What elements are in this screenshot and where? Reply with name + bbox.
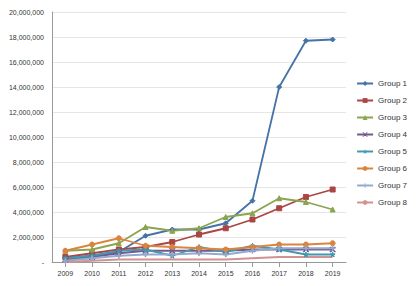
svg-text:Group 3: Group 3 <box>378 113 407 122</box>
svg-text:2015: 2015 <box>218 270 234 277</box>
svg-text:20,000,000: 20,000,000 <box>9 9 44 16</box>
svg-text:Group 4: Group 4 <box>378 130 407 139</box>
svg-text:Group 8: Group 8 <box>378 198 407 207</box>
svg-text:14,000,000: 14,000,000 <box>9 84 44 91</box>
svg-text:18,000,000: 18,000,000 <box>9 34 44 41</box>
svg-text:2011: 2011 <box>111 270 126 277</box>
svg-text:8,000,000: 8,000,000 <box>13 159 44 166</box>
svg-text:10,000,000: 10,000,000 <box>9 134 44 141</box>
svg-text:6,000,000: 6,000,000 <box>13 184 44 191</box>
svg-text:2014: 2014 <box>191 270 207 277</box>
svg-text:2009: 2009 <box>58 270 74 277</box>
svg-text:2018: 2018 <box>298 270 314 277</box>
svg-text:Group 7: Group 7 <box>378 181 407 190</box>
svg-text:2016: 2016 <box>245 270 261 277</box>
svg-text:Group 5: Group 5 <box>378 147 407 156</box>
svg-text:-: - <box>42 259 45 266</box>
svg-text:Group 1: Group 1 <box>378 79 407 88</box>
svg-text:2,000,000: 2,000,000 <box>13 234 44 241</box>
svg-text:2012: 2012 <box>138 270 154 277</box>
svg-text:2017: 2017 <box>271 270 287 277</box>
svg-text:Group 2: Group 2 <box>378 96 407 105</box>
svg-text:Group 6: Group 6 <box>378 164 407 173</box>
svg-text:2013: 2013 <box>164 270 180 277</box>
svg-text:2010: 2010 <box>84 270 100 277</box>
svg-text:16,000,000: 16,000,000 <box>9 59 44 66</box>
svg-text:4,000,000: 4,000,000 <box>13 209 44 216</box>
svg-text:12,000,000: 12,000,000 <box>9 109 44 116</box>
svg-text:2019: 2019 <box>325 270 341 277</box>
